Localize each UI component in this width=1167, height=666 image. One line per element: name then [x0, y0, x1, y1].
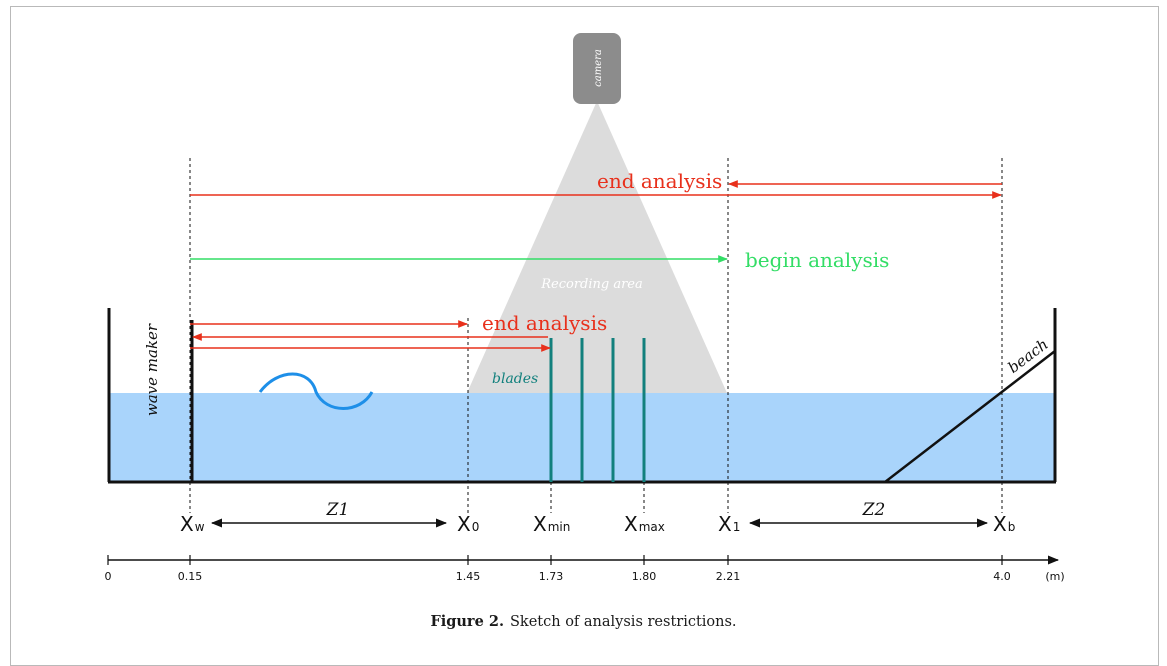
recording-cone [467, 101, 727, 393]
tick-label: 0 [105, 570, 112, 583]
analysis-restrictions-diagram: Recording area camera wave maker beach b… [105, 33, 1065, 583]
camera-icon: camera [573, 33, 621, 104]
marker-x1: X1 [718, 512, 740, 536]
tick-label: 1.73 [539, 570, 564, 583]
tick-label: 0.15 [178, 570, 203, 583]
marker-xb: Xb [993, 512, 1015, 536]
marker-xmax: Xmax [624, 512, 665, 536]
marker-x0: X0 [457, 512, 479, 536]
wave-icon [258, 372, 374, 410]
wave-maker-label: wave maker [143, 323, 161, 416]
figure-caption: Figure 2. Sketch of analysis restrictions… [0, 613, 1167, 630]
beach-slope [884, 350, 1056, 483]
end-analysis-label-top: end analysis [597, 169, 722, 193]
axis-unit: (m) [1045, 570, 1064, 583]
marker-xw: Xw [180, 512, 205, 536]
end-analysis-label-mid: end analysis [482, 311, 607, 335]
figure-caption-text: Sketch of analysis restrictions. [510, 614, 737, 630]
tick-label: 1.45 [456, 570, 481, 583]
tick-label: 4.0 [993, 570, 1011, 583]
blades-label: blades [492, 371, 538, 387]
reference-lines [189, 158, 1003, 513]
tick-label: 2.21 [716, 570, 741, 583]
tick-label: 1.80 [632, 570, 657, 583]
marker-xmin: Xmin [533, 512, 570, 536]
zone-z1-label: Z1 [326, 500, 350, 520]
zone-z2-label: Z2 [862, 500, 886, 520]
blades [549, 338, 646, 482]
camera-label: camera [593, 49, 604, 87]
figure-caption-label: Figure 2. [430, 613, 504, 630]
axis-ticks [107, 555, 1003, 565]
recording-area-label: Recording area [540, 277, 643, 292]
begin-analysis-label: begin analysis [745, 248, 889, 272]
